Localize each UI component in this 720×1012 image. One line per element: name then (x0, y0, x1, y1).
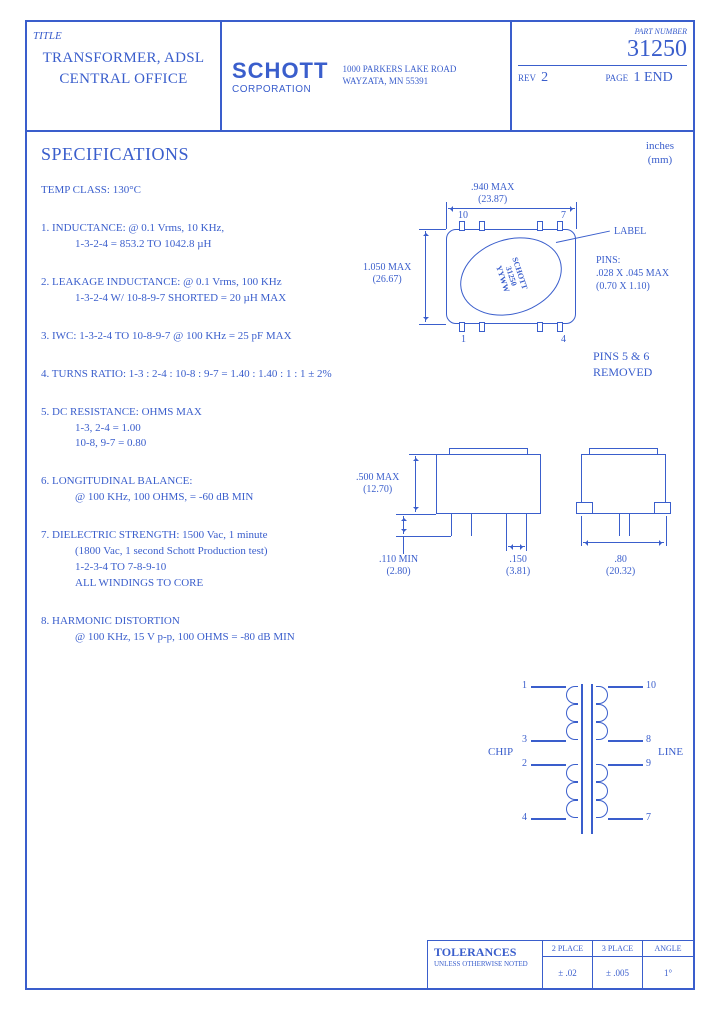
logo-block: SCHOTT CORPORATION 1000 PARKERS LAKE ROA… (222, 22, 512, 130)
part-label: PART NUMBER (518, 27, 687, 36)
spec-item: 2. LEAKAGE INDUCTANCE: @ 0.1 Vrms, 100 K… (41, 275, 351, 307)
label-callout: LABEL (614, 226, 646, 237)
title-label: TITLE (33, 30, 214, 42)
part-block: PART NUMBER 31250 REV 2 PAGE 1 END (512, 22, 693, 130)
title-block: TITLE TRANSFORMER, ADSL CENTRAL OFFICE (27, 22, 222, 130)
label-marking: SCHOTT 31250 YYWW (493, 257, 528, 297)
page: PAGE 1 END (606, 70, 688, 86)
pins-removed-note: PINS 5 & 6 REMOVED (593, 349, 652, 380)
tolerances-block: TOLERANCES UNLESS OTHERWISE NOTED 2 PLAC… (427, 940, 693, 988)
spec-item: 8. HARMONIC DISTORTION@ 100 KHz, 15 V p-… (41, 614, 351, 646)
spec-item: 4. TURNS RATIO: 1-3 : 2-4 : 10-8 : 9-7 =… (41, 367, 351, 383)
spec-item: 5. DC RESISTANCE: OHMS MAX1-3, 2-4 = 1.0… (41, 405, 351, 453)
units-label: inches (mm) (646, 139, 674, 168)
document-frame: TITLE TRANSFORMER, ADSL CENTRAL OFFICE S… (25, 20, 695, 990)
logo-sub: CORPORATION (232, 84, 328, 95)
schematic-line-label: LINE (658, 746, 683, 758)
dim-width: .940 MAX (23.87) (471, 182, 514, 206)
dim-side-width: .80 (20.32) (606, 554, 635, 578)
address: 1000 PARKERS LAKE ROAD WAYZATA, MN 55391 (342, 64, 456, 87)
title-text: TRANSFORMER, ADSL CENTRAL OFFICE (33, 48, 214, 90)
side-view-diagram: .500 MAX (12.70) .110 MIN (2.80) .150 (361, 434, 681, 614)
rev: REV 2 (518, 70, 600, 86)
temp-class: TEMP CLASS: 130°C (41, 183, 351, 199)
spec-item: 7. DIELECTRIC STRENGTH: 1500 Vac, 1 minu… (41, 528, 351, 592)
logo-main: SCHOTT (232, 58, 328, 84)
schematic-chip-label: CHIP (488, 746, 513, 758)
pins-note: PINS: .028 X .045 MAX (0.70 X 1.10) (596, 254, 669, 293)
diagrams-column: inches (mm) .940 MAX (23.87) 1.050 MAX (351, 144, 679, 924)
dim-lead-len: .110 MIN (2.80) (379, 554, 418, 578)
specs-column: SPECIFICATIONS TEMP CLASS: 130°C 1. INDU… (41, 144, 351, 924)
schematic-diagram: 1 3 2 4 10 8 9 7 CHIP LINE (506, 674, 671, 844)
header: TITLE TRANSFORMER, ADSL CENTRAL OFFICE S… (27, 22, 693, 132)
content: SPECIFICATIONS TEMP CLASS: 130°C 1. INDU… (27, 132, 693, 932)
dim-pitch: .150 (3.81) (506, 554, 530, 578)
dim-side-height: .500 MAX (12.70) (356, 472, 399, 496)
dim-height: 1.050 MAX (26.67) (363, 262, 411, 286)
spec-item: 6. LONGITUDINAL BALANCE:@ 100 KHz, 100 O… (41, 474, 351, 506)
specs-title: SPECIFICATIONS (41, 144, 351, 165)
spec-item: 1. INDUCTANCE: @ 0.1 Vrms, 10 KHz,1-3-2-… (41, 221, 351, 253)
tolerances-sub: UNLESS OTHERWISE NOTED (434, 960, 536, 968)
spec-item: 3. IWC: 1-3-2-4 TO 10-8-9-7 @ 100 KHz = … (41, 329, 351, 345)
part-number: 31250 (518, 36, 687, 66)
tolerances-title: TOLERANCES (434, 945, 536, 960)
